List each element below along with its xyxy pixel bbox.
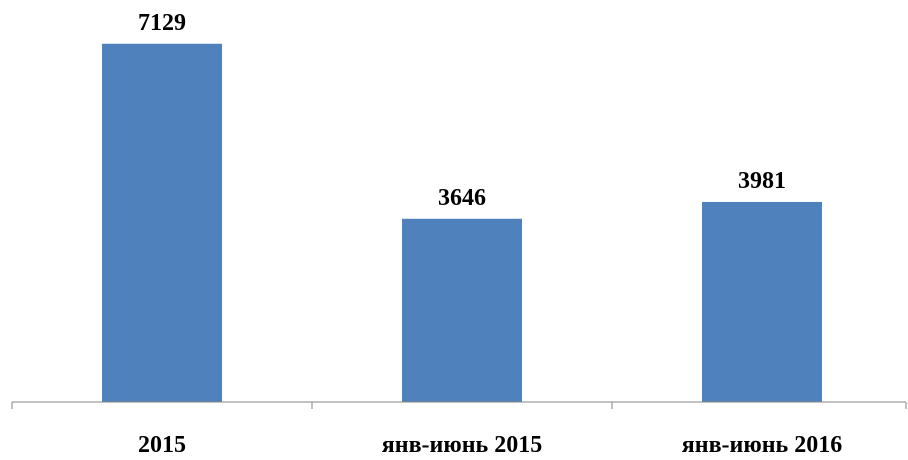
data-label-2: 3646	[438, 185, 486, 211]
data-labels: 7129 3646 3981	[138, 10, 786, 211]
bar-1	[102, 43, 222, 402]
bar-3	[702, 201, 822, 402]
bars	[102, 43, 822, 402]
x-tick-labels: 2015 янв-июнь 2015 янв-июнь 2016	[138, 432, 842, 458]
x-axis	[11, 401, 907, 409]
bar-2	[402, 218, 522, 402]
x-tick-label-2: янв-июнь 2015	[382, 432, 542, 458]
data-label-3: 3981	[738, 168, 786, 194]
x-tick-label-3: янв-июнь 2016	[682, 432, 842, 458]
x-tick-label-1: 2015	[138, 432, 186, 458]
data-label-1: 7129	[138, 10, 186, 36]
